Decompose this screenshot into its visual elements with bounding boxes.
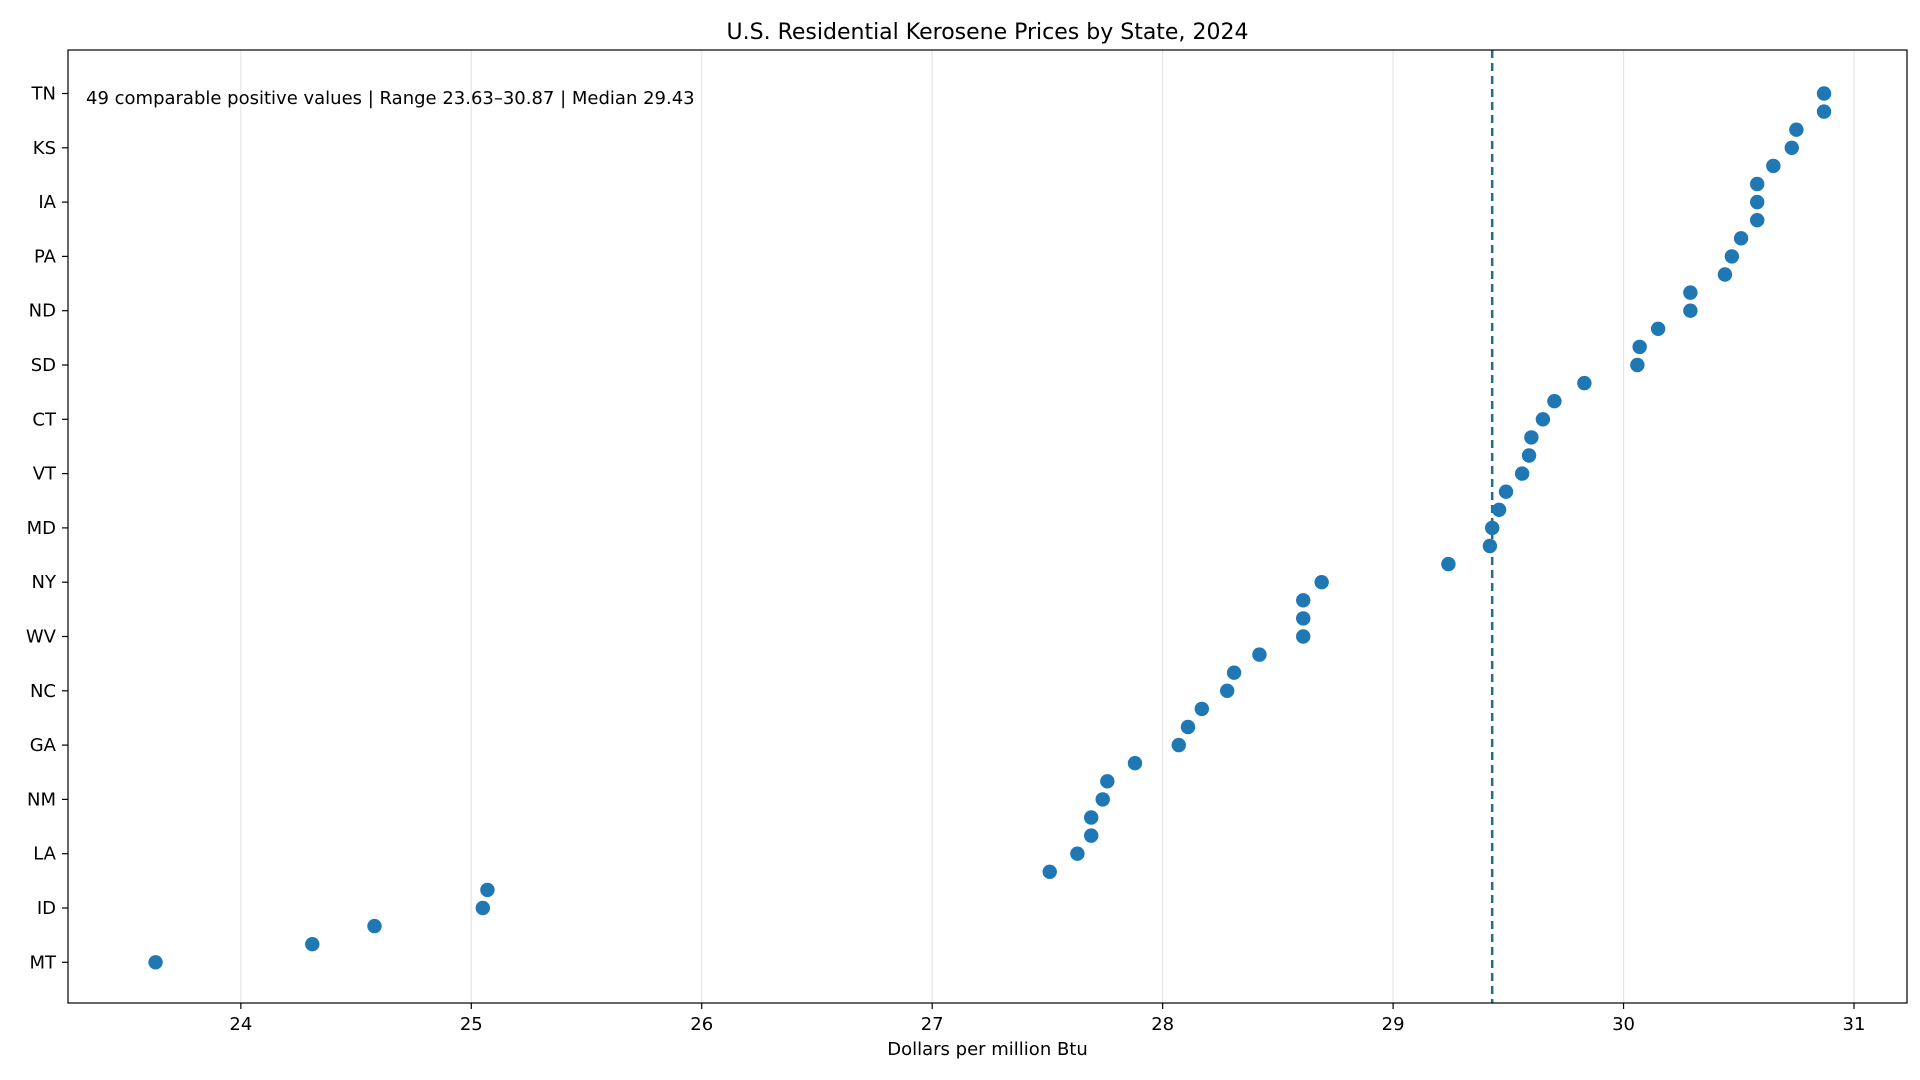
data-points <box>148 86 1832 970</box>
data-point-10 <box>1724 249 1740 264</box>
data-point-13 <box>1683 303 1698 318</box>
data-point-20 <box>1524 430 1539 445</box>
y-tick-label-NY: NY <box>32 572 57 593</box>
y-tick-label-CT: CT <box>32 409 57 430</box>
y-tick-label-ND: ND <box>29 301 56 322</box>
data-point-30 <box>1296 611 1311 626</box>
x-axis-label: Dollars per million Btu <box>887 1039 1088 1060</box>
x-tick-label-25: 25 <box>460 1014 483 1035</box>
data-point-47 <box>367 918 382 934</box>
data-point-22 <box>1514 466 1530 481</box>
y-tick-label-MT: MT <box>29 952 57 973</box>
data-point-11 <box>1717 267 1733 282</box>
data-point-42 <box>1084 828 1099 843</box>
data-point-37 <box>1171 737 1186 753</box>
data-point-3 <box>1789 122 1804 137</box>
data-point-48 <box>305 937 320 952</box>
x-tick-label-24: 24 <box>229 1014 252 1035</box>
y-tick-label-ID: ID <box>37 898 56 919</box>
data-point-17 <box>1577 375 1592 391</box>
data-point-1 <box>1816 86 1832 101</box>
data-point-39 <box>1100 774 1115 789</box>
data-point-36 <box>1180 719 1196 735</box>
y-tick-label-GA: GA <box>30 735 57 756</box>
data-point-27 <box>1441 556 1456 572</box>
x-tick-label-31: 31 <box>1843 1014 1866 1035</box>
plot-frame <box>67 49 1908 1004</box>
data-point-7 <box>1750 194 1765 210</box>
data-point-31 <box>1296 629 1311 644</box>
data-point-8 <box>1750 213 1765 228</box>
data-point-29 <box>1296 593 1311 608</box>
data-point-4 <box>1784 140 1799 155</box>
data-point-49 <box>148 955 163 970</box>
data-point-2 <box>1816 104 1832 119</box>
x-tick-label-28: 28 <box>1151 1014 1174 1035</box>
data-point-24 <box>1491 502 1507 517</box>
data-point-14 <box>1650 321 1666 336</box>
data-point-18 <box>1547 394 1562 409</box>
y-tick-label-NM: NM <box>27 789 56 810</box>
data-point-40 <box>1095 792 1110 807</box>
data-point-32 <box>1252 647 1267 662</box>
x-tick-label-27: 27 <box>921 1014 944 1035</box>
chart-title: U.S. Residential Kerosene Prices by Stat… <box>727 20 1249 45</box>
x-tick-label-30: 30 <box>1612 1014 1635 1035</box>
data-point-43 <box>1070 846 1085 861</box>
y-tick-label-TN: TN <box>31 84 56 105</box>
data-point-26 <box>1482 538 1498 554</box>
data-point-38 <box>1127 756 1143 771</box>
y-tick-label-SD: SD <box>31 355 56 376</box>
x-axis-ticks: 24 25 26 27 28 29 30 31 <box>229 1003 1865 1035</box>
data-point-12 <box>1683 285 1698 300</box>
data-point-28 <box>1314 575 1329 590</box>
x-tick-label-26: 26 <box>690 1014 713 1035</box>
data-point-34 <box>1219 683 1235 698</box>
data-point-15 <box>1632 339 1647 355</box>
y-tick-label-NC: NC <box>30 681 56 702</box>
grid-lines <box>240 50 1855 1003</box>
data-point-44 <box>1042 864 1057 879</box>
y-tick-label-PA: PA <box>34 246 57 267</box>
data-point-33 <box>1226 665 1242 680</box>
x-tick-label-29: 29 <box>1382 1014 1405 1035</box>
data-point-25 <box>1484 520 1500 536</box>
data-point-46 <box>475 900 491 916</box>
data-point-21 <box>1521 448 1537 463</box>
y-tick-label-WV: WV <box>26 627 57 648</box>
data-point-19 <box>1535 412 1551 427</box>
data-point-16 <box>1630 357 1645 373</box>
y-tick-label-IA: IA <box>38 192 56 213</box>
data-point-9 <box>1733 231 1749 246</box>
y-tick-label-MD: MD <box>27 518 56 539</box>
y-tick-label-VT: VT <box>33 464 57 485</box>
y-axis-ticks: TN KS IA PA ND SD CT VT MD NY WV NC GA NM LA ID MT <box>26 84 68 973</box>
data-point-23 <box>1498 484 1514 499</box>
data-point-35 <box>1194 701 1210 717</box>
summary-annotation: 49 comparable positive values | Range 23… <box>86 88 695 109</box>
data-point-5 <box>1766 158 1781 174</box>
y-tick-label-LA: LA <box>33 844 56 865</box>
data-point-45 <box>480 882 495 898</box>
data-point-6 <box>1750 176 1765 192</box>
y-tick-label-KS: KS <box>33 138 56 159</box>
data-point-41 <box>1084 810 1099 825</box>
